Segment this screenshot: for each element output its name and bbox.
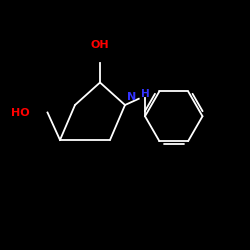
Text: N: N <box>127 92 136 102</box>
Text: HO: HO <box>12 108 30 118</box>
Text: OH: OH <box>91 40 109 50</box>
Text: H: H <box>141 89 150 99</box>
